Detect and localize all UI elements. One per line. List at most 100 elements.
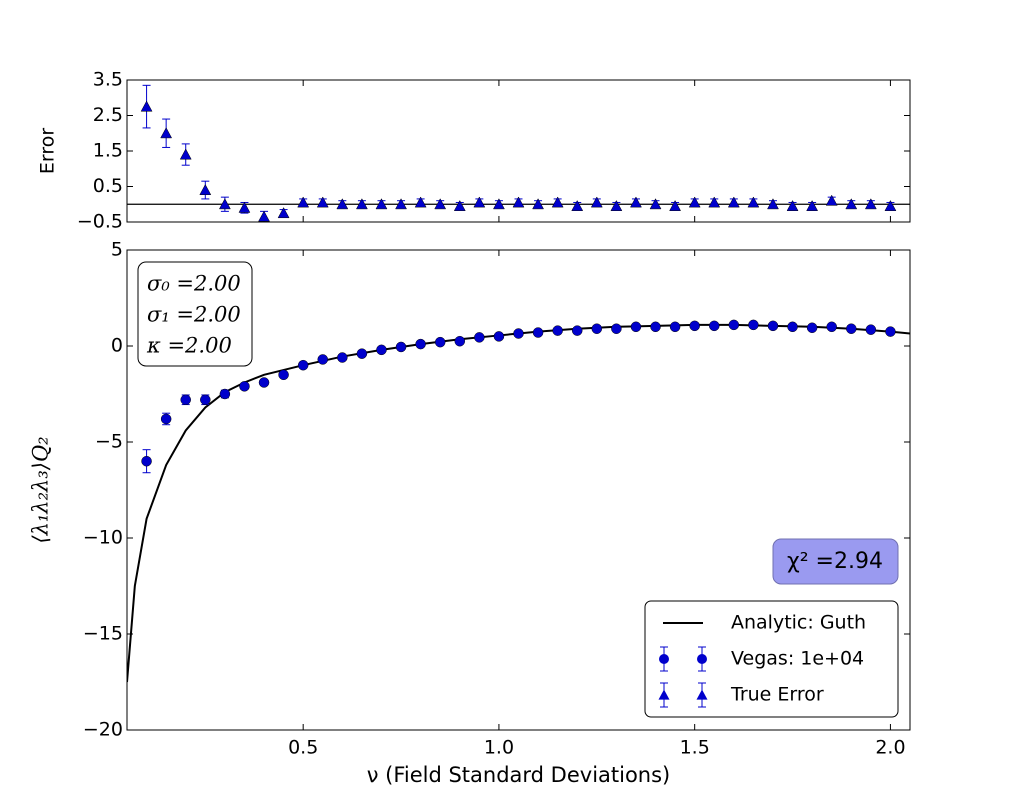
data-point	[160, 127, 173, 139]
data-point	[473, 196, 486, 208]
y-tick-label: −0.5	[77, 211, 123, 233]
y-tick-label: 2.5	[93, 104, 123, 126]
data-point	[747, 196, 760, 208]
chi-label: χ² =2.94	[787, 549, 883, 574]
data-point	[610, 199, 623, 211]
data-point	[630, 321, 642, 333]
data-point	[767, 198, 779, 210]
annotation-box	[137, 261, 253, 367]
y-axis-label: ⟨λ₁λ₂λ₃⟩Q₂	[29, 436, 53, 543]
data-point	[337, 352, 348, 363]
data-point	[649, 198, 662, 210]
data-point	[571, 325, 583, 336]
data-point	[825, 194, 838, 206]
data-point	[395, 198, 407, 210]
data-point	[474, 332, 485, 343]
data-point	[787, 321, 798, 333]
data-point	[650, 321, 661, 333]
data-point	[239, 381, 250, 392]
y-tick-label: 1.5	[93, 140, 123, 162]
x-tick-label: 2.0	[875, 737, 905, 759]
plot-frame	[126, 249, 911, 731]
data-point	[297, 359, 309, 371]
annotation: σ₁ =2.00	[147, 303, 241, 327]
y-axis-label: Error	[37, 128, 59, 175]
x-tick-label: 1.5	[680, 737, 710, 759]
data-point	[552, 325, 563, 336]
data-point	[355, 198, 368, 210]
legend-label: True Error	[730, 684, 824, 706]
data-point	[767, 320, 779, 332]
x-axis-label: ν (Field Standard Deviations)	[367, 763, 671, 787]
data-point	[277, 207, 290, 219]
legend-swatch	[696, 689, 708, 700]
data-point	[728, 319, 740, 331]
data-point	[884, 199, 897, 211]
data-point	[590, 196, 603, 208]
data-point	[179, 148, 192, 160]
y-tick-label: −15	[83, 623, 123, 645]
data-point	[806, 199, 819, 211]
data-point	[512, 196, 525, 208]
data-point	[297, 196, 310, 208]
legend-label: Analytic: Guth	[731, 612, 866, 634]
data-point	[513, 328, 524, 339]
data-point	[180, 394, 191, 406]
data-point	[414, 196, 427, 208]
data-point	[708, 196, 721, 208]
data-point	[200, 394, 211, 406]
data-point	[571, 199, 584, 211]
data-point	[454, 335, 466, 347]
data-point	[434, 198, 447, 210]
data-point	[864, 198, 877, 210]
legend-label: Vegas: 1e+04	[731, 648, 864, 670]
data-point	[786, 199, 799, 211]
data-point	[669, 321, 681, 333]
data-point	[258, 377, 270, 388]
data-point	[317, 354, 328, 365]
y-tick-label: 0.5	[93, 175, 123, 197]
annotation: σ₀ =2.00	[147, 272, 241, 296]
data-point	[218, 198, 231, 210]
legend-swatch	[658, 689, 670, 700]
data-point	[434, 336, 446, 348]
data-point	[453, 199, 466, 211]
data-point	[493, 331, 505, 342]
data-point	[689, 320, 700, 332]
data-point	[160, 413, 172, 425]
data-point	[238, 201, 251, 213]
data-point	[885, 326, 896, 337]
data-point	[611, 323, 622, 334]
data-point	[551, 196, 564, 208]
data-point	[375, 198, 388, 210]
data-point	[688, 196, 701, 208]
data-point	[532, 198, 544, 210]
data-point	[846, 323, 857, 334]
legend-swatch	[659, 654, 669, 664]
data-point	[806, 322, 818, 334]
y-tick-label: 3.5	[93, 69, 123, 91]
x-tick-label: 1.0	[484, 737, 514, 759]
data-point	[709, 320, 720, 332]
chi-box	[772, 538, 899, 585]
y-tick-label: −20	[83, 719, 123, 741]
y-tick-label: 5	[111, 239, 123, 261]
data-point	[415, 338, 426, 350]
data-point	[316, 196, 329, 208]
data-point	[826, 321, 837, 333]
data-point	[630, 196, 642, 208]
data-point	[532, 327, 544, 338]
data-point	[669, 199, 682, 211]
x-tick-label: 0.5	[288, 737, 318, 759]
data-point	[493, 198, 505, 210]
legend-box	[644, 600, 899, 718]
data-point	[336, 198, 349, 210]
y-tick-label: 0	[111, 335, 123, 357]
data-point	[845, 198, 858, 210]
y-tick-label: −5	[95, 431, 123, 453]
annotation: κ =2.00	[146, 334, 232, 358]
data-point	[376, 344, 387, 356]
data-point	[199, 184, 212, 195]
y-tick-label: −10	[83, 527, 123, 549]
